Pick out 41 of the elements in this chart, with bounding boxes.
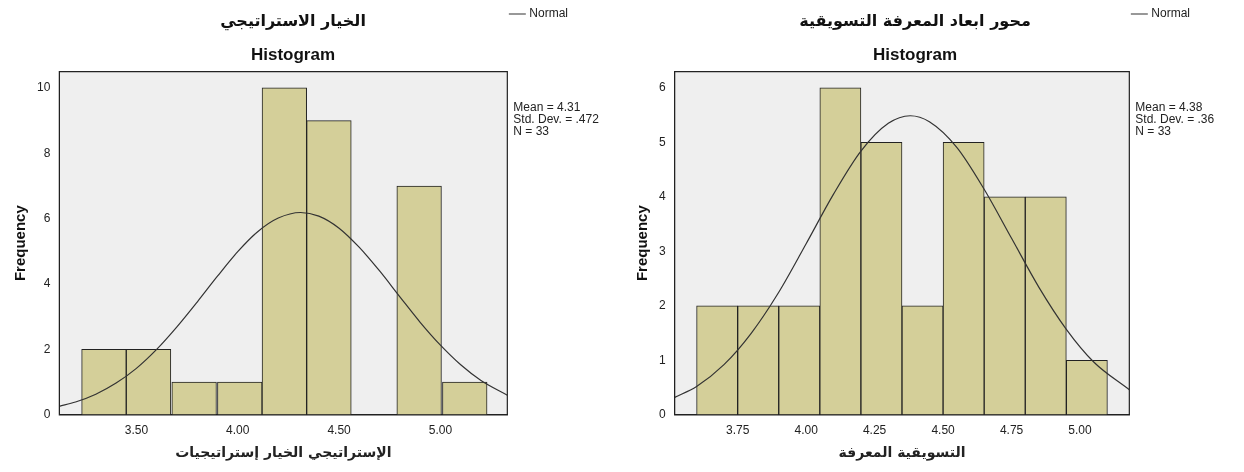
text: Std. Dev. = .36	[1135, 111, 1215, 126]
y-tick-label: 10	[36, 80, 51, 95]
y-tick-label: 2	[43, 341, 51, 356]
chart-title: محور ابعاد المعرفة التسويقية	[799, 10, 1031, 30]
y-tick-label: 5	[658, 134, 666, 149]
line-series	[674, 115, 1130, 398]
y-tick-label: 2	[658, 298, 666, 313]
x-tick-label: 4.75	[999, 423, 1024, 438]
text: Mean = 4.38	[1135, 99, 1203, 114]
y-tick-label: 6	[658, 80, 666, 95]
x-axis-title: التسويقية المعرفة	[838, 444, 966, 462]
x-tick-label: 4.50	[931, 423, 956, 438]
y-tick-label: 4	[43, 276, 51, 291]
y-axis-title: Frequency	[11, 204, 29, 282]
text: Std. Dev. = .472	[513, 111, 600, 126]
y-axis-title: Frequency	[633, 204, 651, 282]
x-tick-label: 3.75	[725, 423, 750, 438]
y-tick-label: 8	[43, 145, 51, 160]
text: N = 33	[1135, 123, 1172, 138]
y-tick-label: 4	[658, 189, 666, 204]
chart-title: الخيار الاستراتيجي	[220, 10, 366, 31]
y-tick-label: 3	[658, 243, 666, 258]
line-series	[59, 211, 508, 407]
chart-subtitle: Histogram	[250, 45, 336, 65]
x-tick-label: 5.00	[428, 423, 453, 438]
text: Mean = 4.31	[513, 99, 581, 114]
x-tick-label: 4.00	[794, 423, 819, 438]
y-tick-label: 0	[43, 407, 51, 422]
y-tick-label: 6	[43, 211, 51, 225]
x-tick-label: 4.25	[862, 423, 887, 438]
x-tick-label: 4.00	[226, 423, 250, 438]
x-tick-label: 4.50	[327, 423, 352, 438]
y-tick-label: 1	[658, 352, 666, 367]
chart-subtitle: Histogram	[872, 45, 958, 65]
x-tick-label: 3.50	[124, 423, 149, 438]
text: N = 33	[513, 123, 550, 138]
y-tick-label: 0	[658, 407, 666, 422]
x-axis-title: الإستراتيجي الخيار إستراتيجيات	[175, 444, 392, 462]
x-tick-label: 5.00	[1068, 423, 1093, 438]
legend-label: Normal	[1151, 6, 1190, 21]
legend-label: Normal	[529, 6, 568, 21]
